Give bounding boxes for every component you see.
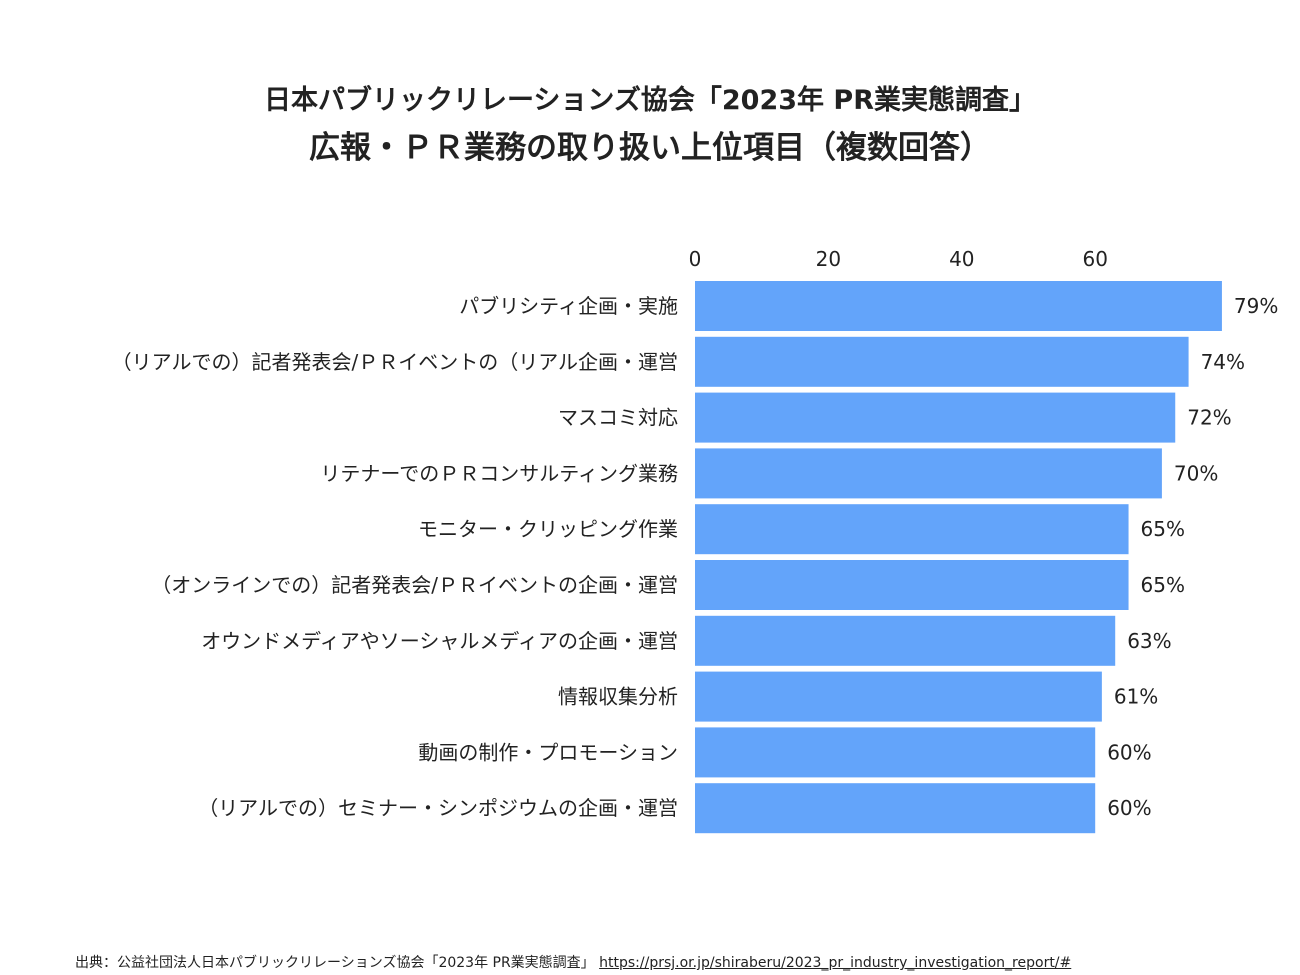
- category-label: リテナーでのＰＲコンサルティング業務: [320, 461, 678, 485]
- data-label: 70%: [1174, 461, 1218, 485]
- category-label: （リアルでの）セミナー・シンポジウムの企画・運営: [198, 796, 678, 820]
- source-label: 出典：公益社団法人日本パブリックリレーションズ協会「2023年 PR業実態調査」: [75, 955, 595, 971]
- data-label: 65%: [1141, 573, 1185, 597]
- bar: [695, 504, 1129, 555]
- x-tick-label: 0: [689, 247, 702, 271]
- bar: [695, 727, 1096, 778]
- data-label: 79%: [1234, 294, 1278, 318]
- data-label: 60%: [1107, 740, 1151, 764]
- category-label: 動画の制作・プロモーション: [418, 740, 678, 764]
- category-label: マスコミ対応: [558, 406, 678, 430]
- bar: [695, 671, 1102, 722]
- bar: [695, 560, 1129, 610]
- category-label: モニター・クリッピング作業: [418, 517, 678, 541]
- category-label: 情報収集分析: [558, 685, 678, 709]
- x-tick-label: 20: [816, 247, 841, 271]
- data-label: 61%: [1114, 685, 1158, 709]
- source-note: 出典：公益社団法人日本パブリックリレーションズ協会「2023年 PR業実態調査」…: [75, 952, 1071, 972]
- data-label: 63%: [1127, 629, 1171, 653]
- data-label: 72%: [1187, 406, 1231, 430]
- category-label: オウンドメディアやソーシャルメディアの企画・運営: [201, 629, 678, 653]
- chart-title: 日本パブリックリレーションズ協会「2023年 PR業実態調査」: [263, 85, 1037, 116]
- category-label: パブリシティ企画・実施: [459, 294, 678, 318]
- bar: [695, 392, 1176, 443]
- chart-subtitle: 広報・ＰＲ業務の取り扱い上位項目（複数回答）: [309, 130, 991, 166]
- x-tick-label: 40: [949, 247, 974, 271]
- category-label: （リアルでの）記者発表会/ＰＲイベントの（リアル企画・運営: [112, 350, 678, 374]
- source-link[interactable]: https://prsj.or.jp/shiraberu/2023_pr_ind…: [599, 955, 1072, 971]
- data-label: 65%: [1141, 517, 1185, 541]
- bar: [695, 615, 1116, 666]
- category-label: （オンラインでの）記者発表会/ＰＲイベントの企画・運営: [151, 573, 678, 597]
- bar: [695, 336, 1189, 387]
- bar: [695, 783, 1096, 834]
- bar: [695, 281, 1222, 331]
- data-label: 74%: [1201, 350, 1245, 374]
- data-label: 60%: [1107, 796, 1151, 820]
- bar: [695, 448, 1162, 499]
- x-tick-label: 60: [1082, 247, 1107, 271]
